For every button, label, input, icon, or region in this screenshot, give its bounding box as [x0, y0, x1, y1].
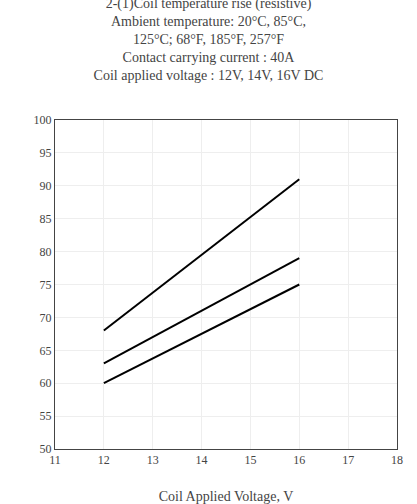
- svg-text:18: 18: [391, 453, 403, 467]
- svg-text:14: 14: [196, 453, 208, 467]
- svg-text:17: 17: [342, 453, 354, 467]
- svg-text:80: 80: [40, 245, 52, 259]
- svg-text:85: 85: [40, 212, 52, 226]
- svg-text:60: 60: [40, 376, 52, 390]
- svg-text:Coil Applied Voltage, V: Coil Applied Voltage, V: [159, 489, 294, 504]
- svg-text:50: 50: [40, 442, 52, 456]
- svg-text:16: 16: [293, 453, 305, 467]
- svg-text:15: 15: [244, 453, 256, 467]
- svg-text:13: 13: [147, 453, 159, 467]
- svg-text:75: 75: [40, 278, 52, 292]
- svg-text:65: 65: [40, 344, 52, 358]
- svg-text:95: 95: [40, 146, 52, 160]
- svg-text:11: 11: [49, 453, 61, 467]
- svg-text:55: 55: [40, 409, 52, 423]
- svg-text:100: 100: [34, 113, 52, 127]
- svg-text:12: 12: [98, 453, 110, 467]
- svg-text:70: 70: [40, 311, 52, 325]
- svg-text:2-(1)Coil temperature rise (re: 2-(1)Coil temperature rise (resistive)Am…: [94, 0, 324, 83]
- svg-text:90: 90: [40, 179, 52, 193]
